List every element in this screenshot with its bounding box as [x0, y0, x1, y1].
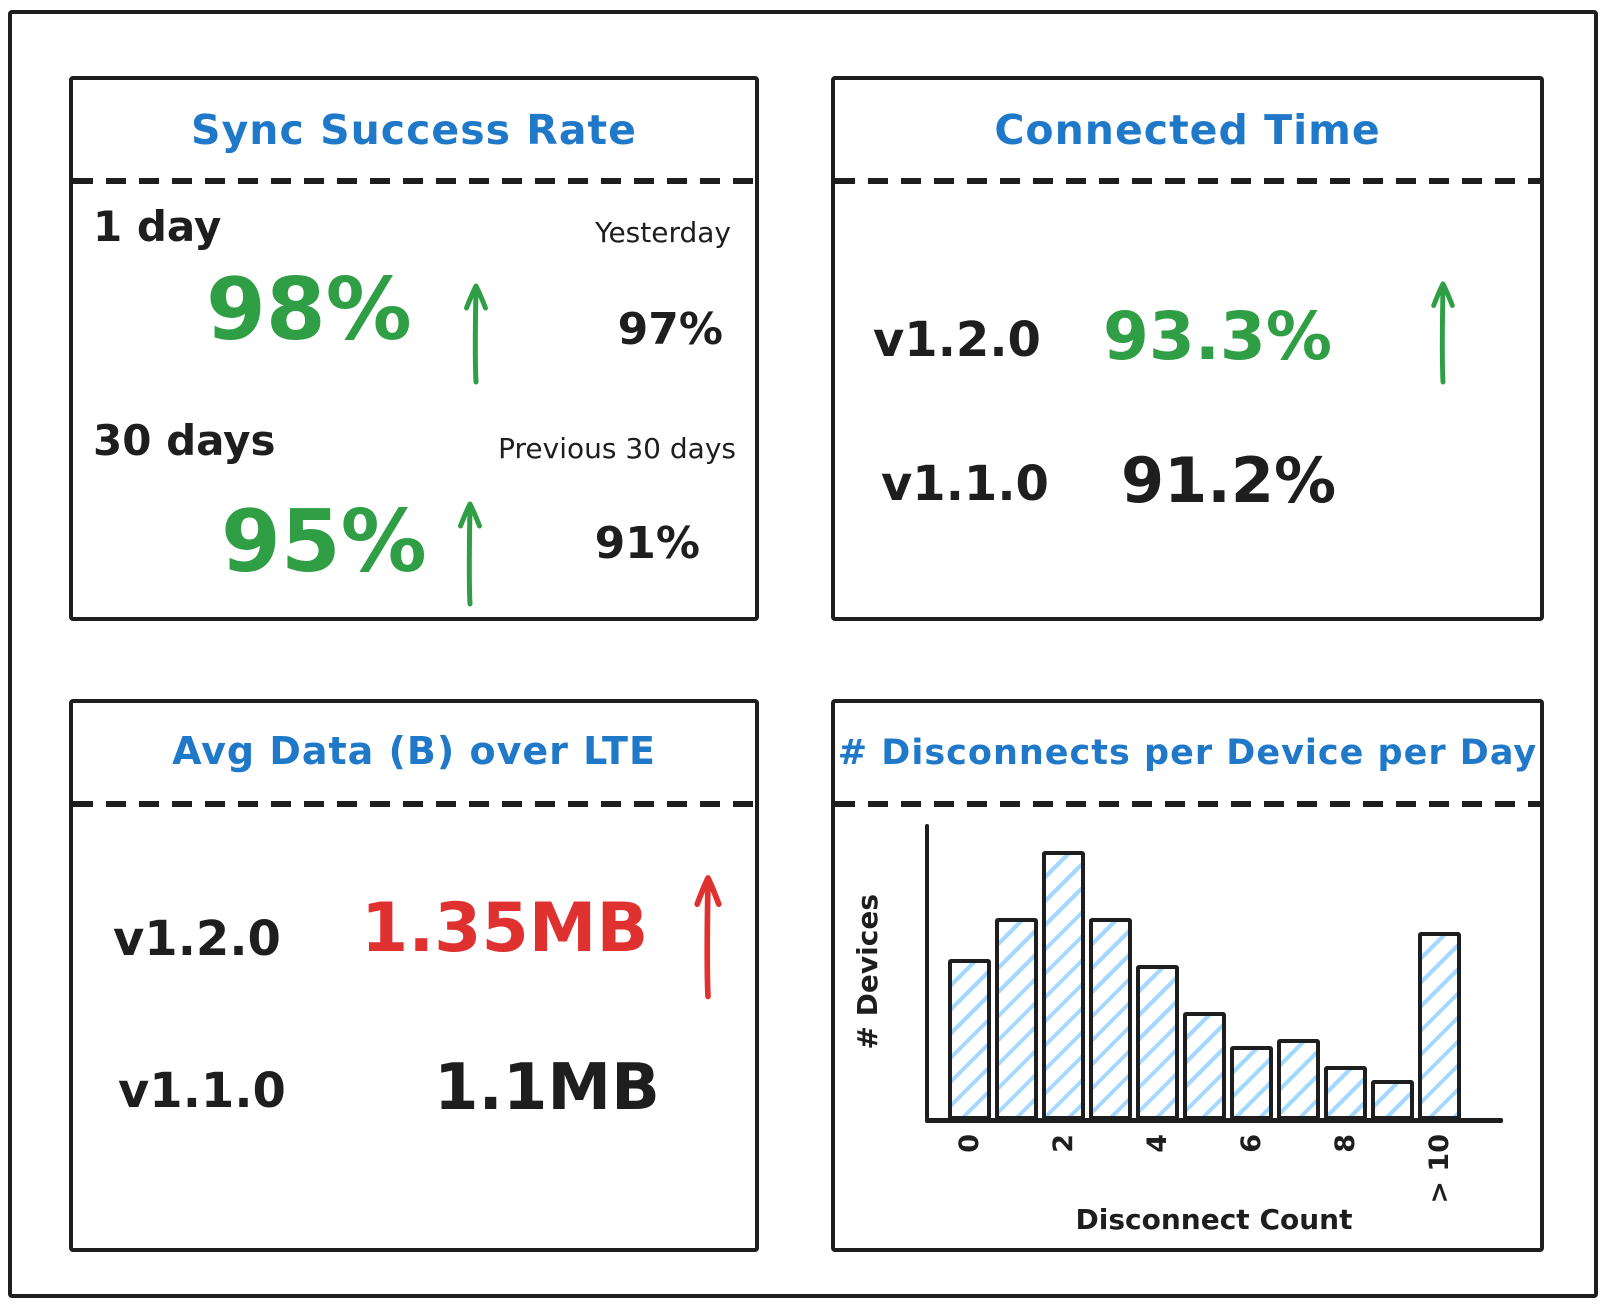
bar-count-8 [1324, 1066, 1367, 1120]
x-tick-label [1371, 1134, 1414, 1204]
bar-group [948, 851, 1461, 1120]
sync-rate-previous-30-days-value: 91% [594, 518, 700, 569]
bar-count-6 [1230, 1046, 1273, 1120]
bar-count-2 [1042, 851, 1085, 1120]
trend-up-arrow-icon [464, 283, 488, 385]
version-label: v1.1.0 [881, 456, 1049, 512]
dashed-divider [73, 801, 755, 807]
connected-time-v110-value: 91.2% [1121, 444, 1337, 517]
sync-rate-30-days-value: 95% [221, 492, 427, 592]
x-tick-label: 8 [1330, 1134, 1361, 1153]
x-tick-label [1277, 1134, 1320, 1204]
connected-time-v120-value: 93.3% [1103, 298, 1332, 375]
trend-up-arrow-icon [1431, 281, 1455, 385]
panel-sync-success-rate: Sync Success Rate 1 day Yesterday 98% 97… [69, 76, 759, 621]
x-tick-group: 0 2 4 6 8 > 10 [948, 1134, 1461, 1204]
panel-title: Sync Success Rate [191, 106, 637, 154]
avg-data-v120-value: 1.35MB [361, 889, 649, 968]
panel-title: Avg Data (B) over LTE [172, 729, 656, 773]
x-tick-label: 4 [1142, 1134, 1173, 1153]
x-axis-label: Disconnect Count [1075, 1203, 1353, 1236]
x-axis-line [925, 1118, 1503, 1123]
comparison-label-previous-30-days: Previous 30 days [498, 432, 736, 465]
bar-count-1 [995, 918, 1038, 1120]
panel-connected-time: Connected Time v1.2.0 93.3% v1.1.0 91.2% [831, 76, 1544, 621]
trend-up-arrow-icon [694, 875, 722, 1000]
bar-count-7 [1277, 1039, 1320, 1120]
disconnects-bar-chart: 0 2 4 6 8 > 10 [925, 824, 1503, 1204]
version-label: v1.1.0 [118, 1063, 286, 1119]
comparison-label-yesterday: Yesterday [595, 216, 731, 249]
period-label-1-day: 1 day [93, 202, 222, 251]
canvas-frame: Sync Success Rate 1 day Yesterday 98% 97… [8, 10, 1598, 1298]
y-axis-line [925, 824, 929, 1120]
bar-count-0 [948, 959, 991, 1120]
x-tick-label: 6 [1236, 1134, 1267, 1153]
y-axis-label: # Devices [851, 894, 884, 1050]
avg-data-v110-value: 1.1MB [434, 1051, 660, 1125]
bar-count-> 10 [1418, 932, 1461, 1120]
x-tick-label: 2 [1048, 1134, 1079, 1153]
dashed-divider [835, 801, 1540, 807]
panel-title: # Disconnects per Device per Day [837, 733, 1538, 773]
bar-count-3 [1089, 918, 1132, 1120]
dashed-divider [835, 178, 1540, 184]
bar-count-5 [1183, 1012, 1226, 1120]
sync-rate-1-day-value: 98% [206, 260, 412, 360]
x-tick-label [1183, 1134, 1226, 1204]
panel-disconnects-chart: # Disconnects per Device per Day # Devic… [831, 699, 1544, 1252]
panel-avg-data-lte: Avg Data (B) over LTE v1.2.0 1.35MB v1.1… [69, 699, 759, 1252]
dashed-divider [73, 178, 755, 184]
version-label: v1.2.0 [113, 911, 281, 967]
panel-title: Connected Time [994, 106, 1381, 154]
x-tick-label [995, 1134, 1038, 1204]
version-label: v1.2.0 [873, 312, 1041, 368]
x-tick-label: 0 [954, 1134, 985, 1153]
bar-count-9 [1371, 1080, 1414, 1120]
bar-count-4 [1136, 965, 1179, 1120]
x-tick-label: > 10 [1424, 1134, 1455, 1204]
x-tick-label [1089, 1134, 1132, 1204]
sync-rate-yesterday-value: 97% [617, 304, 723, 355]
period-label-30-days: 30 days [93, 416, 276, 465]
trend-up-arrow-icon [458, 501, 482, 607]
